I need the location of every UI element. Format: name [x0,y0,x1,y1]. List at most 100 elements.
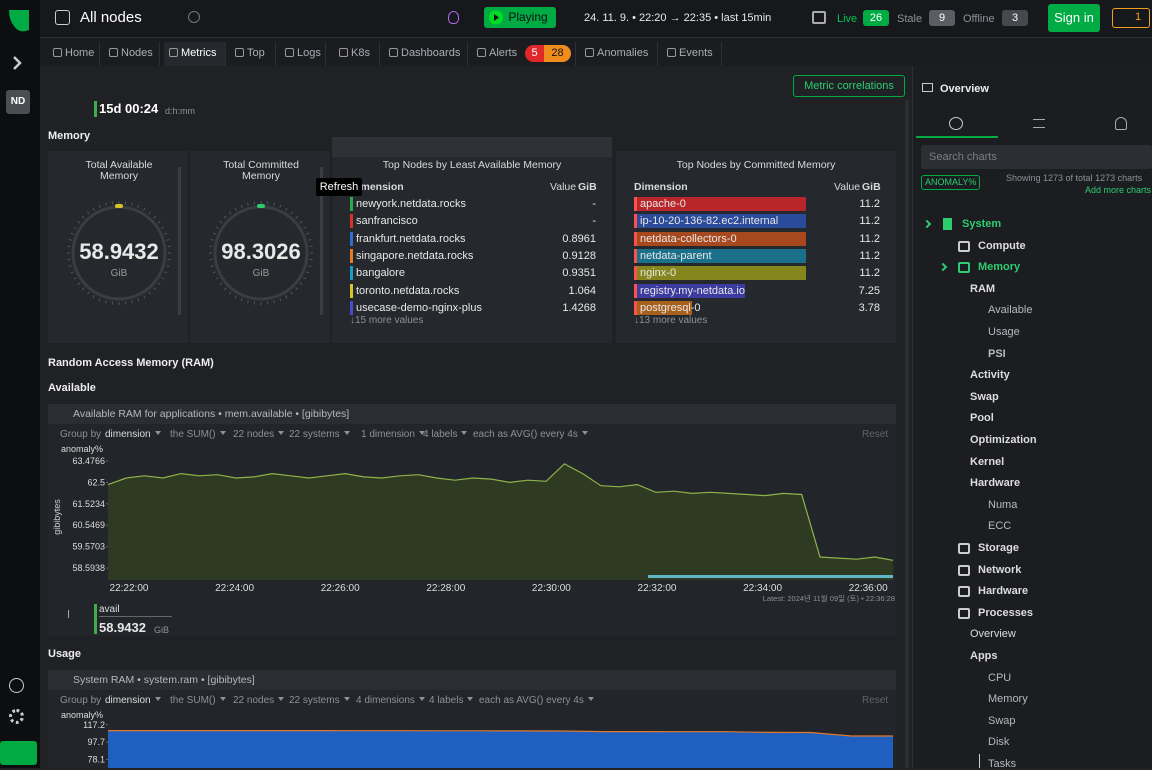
tab-icon [169,48,178,57]
row-name: sanfrancisco [356,215,418,227]
tree-item[interactable]: Compute [978,240,1026,252]
alerts-warning[interactable]: 28 [544,45,571,62]
row-name: bangalore [356,267,405,279]
legend-bar [94,604,97,634]
tree-item[interactable]: ECC [988,520,1011,532]
chart-control[interactable]: dimension [105,695,161,706]
tab-label[interactable]: Metrics [181,47,216,59]
scope[interactable]: All nodes [80,9,142,26]
tree-item[interactable]: PSI [988,348,1006,360]
scrollbar[interactable] [905,100,909,768]
charts-tab-icon[interactable] [949,117,963,130]
offline-count[interactable]: 3 [1002,10,1028,26]
scope-settings[interactable] [188,11,200,23]
legend-rule [99,616,172,617]
tab-label[interactable]: Logs [297,47,321,59]
tab-label[interactable]: Anomalies [597,47,648,59]
alerts-tab-icon[interactable] [1115,117,1127,130]
tab-label[interactable]: Nodes [121,47,153,59]
row-name: nginx-0 [640,267,676,279]
chart-count: Showing 1273 of total 1273 charts [1006,173,1152,183]
tree-item[interactable]: Hardware [978,585,1028,597]
tree-guide [979,754,980,768]
tree-item[interactable]: Hardware [970,477,1020,489]
gauge-unit: GiB [99,268,139,279]
more-values: ↓13 more values [634,315,707,326]
legend-unit: GiB [154,625,169,635]
tree-item[interactable]: System [962,218,1001,230]
tree-item[interactable]: Kernel [970,456,1004,468]
alert-count[interactable]: 1 [1112,8,1150,28]
tab-icon [477,48,486,57]
stale-count[interactable]: 9 [929,10,955,26]
chart-control[interactable]: 4 labels [423,429,467,440]
reset[interactable]: Reset [862,695,888,706]
row-value: 0.8961 [532,233,596,245]
tree-item[interactable]: Optimization [970,434,1037,446]
tab-label[interactable]: Dashboards [401,47,460,59]
table-title: Top Nodes by Least Available Memory [332,159,612,171]
sign-in-icon[interactable] [0,741,37,765]
tree-item[interactable]: Numa [988,499,1017,511]
metric-correlations[interactable]: Metric correlations [793,75,905,97]
tree-item[interactable]: Tasks [988,758,1016,770]
tree-item[interactable]: Processes [978,607,1033,619]
tab-label[interactable]: Home [65,47,94,59]
tree-item[interactable]: Overview [970,628,1016,640]
reset[interactable]: Reset [862,429,888,440]
table-unit: GiB [862,181,881,193]
ram-heading: Random Access Memory (RAM) [48,357,214,369]
expand-icon[interactable] [10,56,24,70]
chart-control[interactable]: 4 labels [429,695,473,706]
anomaly-toggle[interactable]: ANOMALY% [921,175,980,190]
row-marker [350,249,353,263]
settings-icon[interactable] [9,709,24,724]
search-box[interactable]: Search charts [921,145,1152,169]
table-title: Top Nodes by Committed Memory [616,159,896,171]
alerts-critical[interactable]: 5 [525,45,544,62]
chart-control[interactable]: each as AVG() every 4s [479,695,594,706]
live-count[interactable]: 26 [863,10,889,26]
help-icon[interactable] [9,678,24,693]
tree-item[interactable]: Memory [978,261,1020,273]
tree-icon [958,586,970,597]
chart-control[interactable]: 22 nodes [233,695,284,706]
row-name: netdata-collectors-0 [640,233,737,245]
row-value: - [532,215,596,227]
tab-label[interactable]: Events [679,47,713,59]
tree-item[interactable]: Memory [988,693,1028,705]
tree-item[interactable]: Swap [970,391,999,403]
bulb-icon[interactable] [448,11,459,24]
tab-label[interactable]: Top [247,47,265,59]
time-range[interactable]: 24. 11. 9. • 22:20 → 22:35 • last 15min [584,12,771,24]
tree-item[interactable]: Pool [970,412,994,424]
active-panel-tab[interactable] [916,136,998,138]
tree-item[interactable]: Activity [970,369,1010,381]
chart-control[interactable]: 1 dimension [361,429,425,440]
tree-item[interactable]: Usage [988,326,1020,338]
tree-item[interactable]: Apps [970,650,998,662]
chart-control[interactable]: 22 systems [289,429,350,440]
tree-item[interactable]: Available [988,304,1032,316]
tree-item[interactable]: Disk [988,736,1009,748]
chart-control[interactable]: 22 systems [289,695,350,706]
tree-item[interactable]: CPU [988,672,1011,684]
tab-icon [53,48,62,57]
chart-control[interactable]: each as AVG() every 4s [473,429,588,440]
tab-label[interactable]: K8s [351,47,370,59]
tab-label[interactable]: Alerts [489,47,517,59]
tree-item[interactable]: RAM [970,283,995,295]
tree-item[interactable]: Swap [988,715,1016,727]
filter-tab-icon[interactable] [1033,119,1045,128]
tree-item[interactable]: Storage [978,542,1019,554]
sign-in-button[interactable]: Sign in [1048,4,1100,32]
chart-control[interactable]: 22 nodes [233,429,284,440]
chart-control[interactable]: the SUM() [170,429,226,440]
tree-item[interactable]: Network [978,564,1021,576]
chart-control[interactable]: dimension [105,429,161,440]
chart-control[interactable]: 4 dimensions [356,695,425,706]
add-more-charts[interactable]: Add more charts [1085,185,1152,195]
chart-control[interactable]: the SUM() [170,695,226,706]
row-value: 0.9351 [532,267,596,279]
node-badge[interactable]: ND [6,90,30,114]
